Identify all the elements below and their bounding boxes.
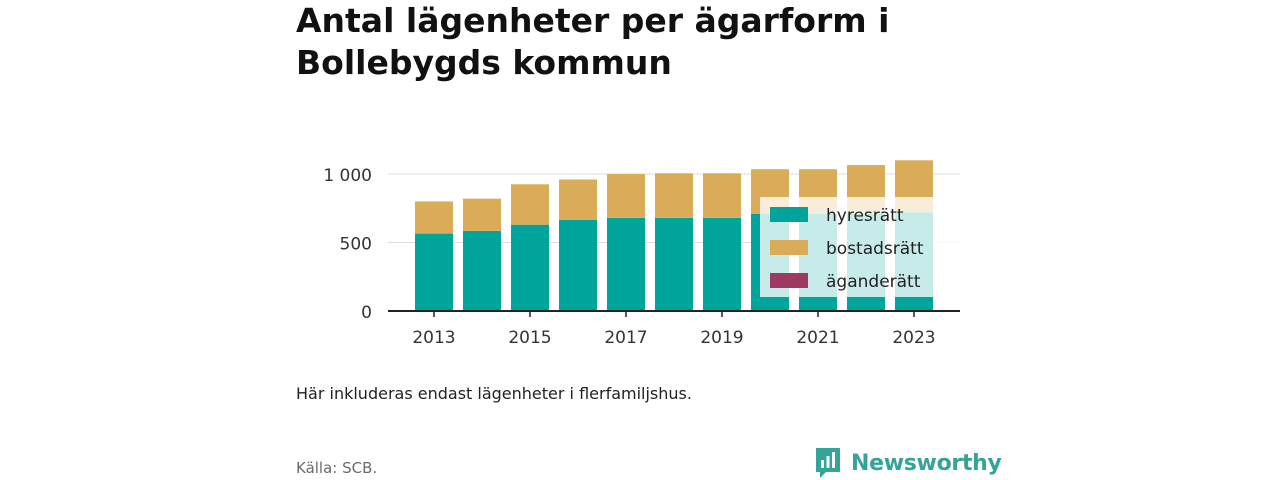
bar-bostadsrätt-2015 xyxy=(511,184,549,225)
legend-label: bostadsrätt xyxy=(826,239,924,259)
bar-hyresrätt-2017 xyxy=(607,217,645,311)
x-tick-label: 2021 xyxy=(796,328,839,348)
x-tick-label: 2013 xyxy=(412,328,455,348)
axes: 0 500 1 000 2013 2015 2017 2019 2021 2023 xyxy=(323,166,960,348)
bar-hyresrätt-2016 xyxy=(559,219,597,311)
newsworthy-brand[interactable]: Newsworthy xyxy=(814,446,1002,480)
x-tick-label: 2023 xyxy=(892,328,935,348)
chart-note: Här inkluderas endast lägenheter i flerf… xyxy=(296,384,692,403)
bar-hyresrätt-2014 xyxy=(463,230,501,311)
bar-bostadsrätt-2018 xyxy=(655,173,693,218)
x-tick-label: 2015 xyxy=(508,328,551,348)
legend-swatch-äganderätt xyxy=(770,273,808,288)
legend-swatch-hyresrätt xyxy=(770,207,808,222)
x-tick-label: 2017 xyxy=(604,328,647,348)
chart-title: Antal lägenheter per ägarform i Bollebyg… xyxy=(296,1,890,82)
bar-bostadsrätt-2017 xyxy=(607,174,645,218)
bar-bostadsrätt-2016 xyxy=(559,179,597,220)
bar-bostadsrätt-2019 xyxy=(703,173,741,218)
bar-bostadsrätt-2013 xyxy=(415,201,453,234)
legend: hyresrätt bostadsrätt äganderätt xyxy=(760,197,960,297)
y-tick-label: 500 xyxy=(340,235,372,255)
brand-name: Newsworthy xyxy=(851,450,1002,476)
source-label: Källa: SCB. xyxy=(296,459,378,477)
legend-label: äganderätt xyxy=(826,272,921,292)
y-tick-label: 0 xyxy=(361,303,372,323)
bar-hyresrätt-2018 xyxy=(655,217,693,311)
legend-swatch-bostadsrätt xyxy=(770,240,808,255)
newsworthy-logo-icon xyxy=(816,448,840,478)
legend-label: hyresrätt xyxy=(826,206,904,226)
bar-chart: 0 500 1 000 2013 2015 2017 2019 2021 2023 hyresr… xyxy=(323,160,960,348)
x-tick-label: 2019 xyxy=(700,328,743,348)
bar-bostadsrätt-2014 xyxy=(463,198,501,231)
bar-hyresrätt-2015 xyxy=(511,224,549,311)
bar-hyresrätt-2013 xyxy=(415,233,453,311)
y-tick-label: 1 000 xyxy=(323,166,372,186)
bar-hyresrätt-2019 xyxy=(703,217,741,311)
